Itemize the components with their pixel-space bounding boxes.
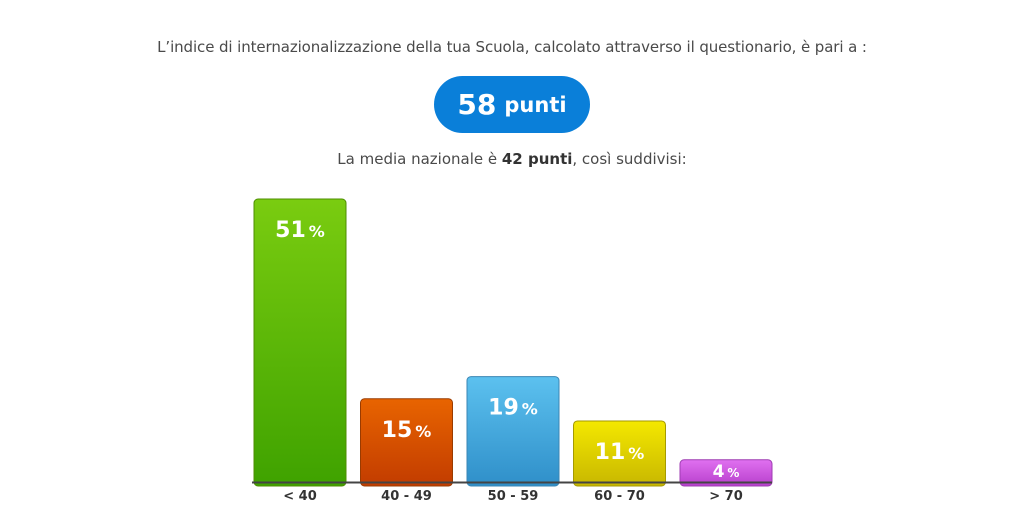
- bar-value-label: 51%: [275, 218, 325, 243]
- bar-value-label: 15%: [382, 418, 432, 443]
- bar-4: [679, 459, 773, 487]
- national-average-text: La media nazionale è 42 punti, così sudd…: [0, 150, 1024, 168]
- bar-value-label: 11%: [595, 440, 645, 465]
- average-prefix: La media nazionale è: [337, 150, 502, 168]
- bar-0: [253, 198, 347, 487]
- score-badge: 58 punti: [434, 76, 590, 133]
- bar-2: [466, 376, 560, 487]
- score-unit: punti: [504, 92, 567, 117]
- category-label: 50 - 59: [488, 489, 539, 504]
- bar-value-label: 19%: [488, 396, 538, 421]
- average-value: 42 punti: [501, 150, 573, 168]
- category-label: 60 - 70: [594, 489, 645, 504]
- bar-value-label: 4%: [713, 462, 740, 482]
- category-label: > 70: [709, 489, 743, 504]
- bar-1: [360, 398, 453, 487]
- intro-text: L’indice di internazionalizzazione della…: [157, 38, 867, 56]
- category-label: < 40: [283, 489, 317, 504]
- bar-3: [573, 420, 666, 487]
- average-suffix: , così suddivisi:: [572, 150, 687, 168]
- score-value: 58: [457, 88, 497, 121]
- category-label: 40 - 49: [381, 489, 432, 504]
